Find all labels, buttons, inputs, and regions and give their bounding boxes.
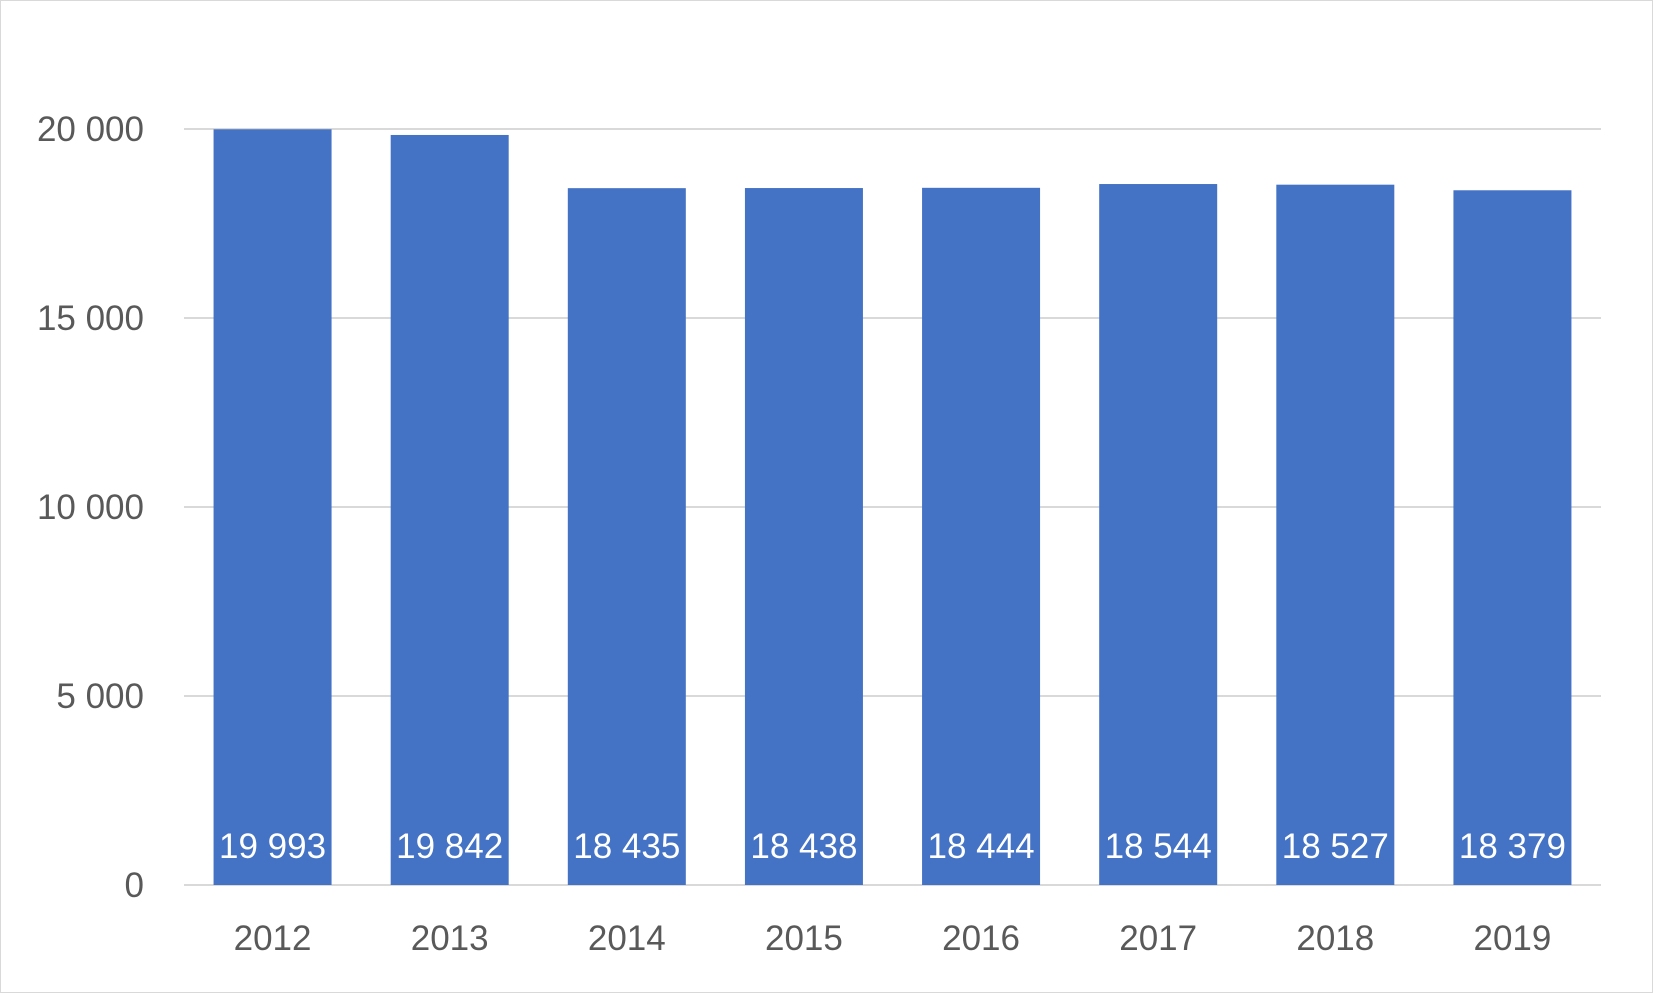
x-tick-label-2015: 2015 bbox=[765, 919, 843, 958]
bar-2013 bbox=[390, 134, 509, 885]
data-label-2018: 18 527 bbox=[1282, 827, 1389, 866]
data-label-2014: 18 435 bbox=[573, 827, 680, 866]
y-tick-label: 20 000 bbox=[37, 110, 144, 149]
bar-2016 bbox=[922, 187, 1041, 886]
y-tick-label: 0 bbox=[125, 866, 144, 905]
x-tick-label-2012: 2012 bbox=[234, 919, 312, 958]
data-label-2019: 18 379 bbox=[1459, 827, 1566, 866]
x-tick-label-2016: 2016 bbox=[942, 919, 1020, 958]
y-tick-label: 15 000 bbox=[37, 299, 144, 338]
data-label-2015: 18 438 bbox=[750, 827, 857, 866]
bars bbox=[213, 129, 1572, 886]
bar-2017 bbox=[1099, 184, 1218, 885]
data-label-2013: 19 842 bbox=[396, 827, 503, 866]
data-label-2016: 18 444 bbox=[928, 827, 1035, 866]
bar-2019 bbox=[1453, 190, 1572, 885]
data-labels: 19 993 19 842 18 435 18 438 18 444 18 544 18 5… bbox=[219, 827, 1566, 866]
x-tick-label-2017: 2017 bbox=[1119, 919, 1197, 958]
bar-2018 bbox=[1276, 184, 1395, 886]
y-tick-label: 10 000 bbox=[37, 488, 144, 527]
x-tick-label-2013: 2013 bbox=[411, 919, 489, 958]
y-tick-label: 5 000 bbox=[56, 677, 144, 716]
bar-2012 bbox=[213, 129, 332, 886]
bar-2014 bbox=[567, 188, 686, 886]
x-tick-label-2018: 2018 bbox=[1296, 919, 1374, 958]
bar-2015 bbox=[744, 188, 863, 886]
data-label-2012: 19 993 bbox=[219, 827, 326, 866]
x-tick-label-2014: 2014 bbox=[588, 919, 666, 958]
x-axis-tick-labels: 2012 2013 2014 2015 2016 2017 2018 2019 bbox=[234, 919, 1552, 958]
data-label-2017: 18 544 bbox=[1105, 827, 1212, 866]
x-tick-label-2019: 2019 bbox=[1474, 919, 1552, 958]
y-axis-tick-labels: 0 5 000 10 000 15 000 20 000 bbox=[37, 110, 144, 905]
